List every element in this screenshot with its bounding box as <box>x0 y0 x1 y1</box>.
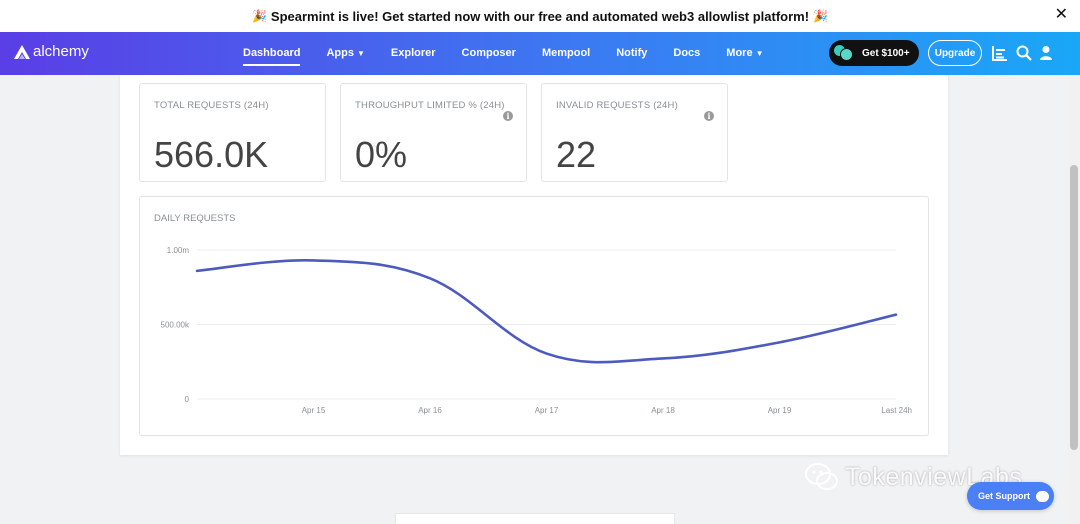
main-menu: Dashboard Apps ▼ Explorer Composer Mempoo… <box>230 32 777 75</box>
x-tick-label: Last 24h <box>881 406 912 415</box>
stat-value: 22 <box>556 134 597 175</box>
stat-value: 0% <box>355 134 408 175</box>
scrollbar[interactable] <box>1068 75 1080 524</box>
y-tick-label: 1.00m <box>167 246 190 255</box>
announcement-bar: 🎉 Spearmint is live! Get started now wit… <box>0 0 1080 32</box>
stat-value: 566.0K <box>154 134 269 175</box>
upgrade-button[interactable]: Upgrade <box>928 40 982 66</box>
party-popper-icon: 🎉 <box>813 9 829 23</box>
daily-requests-chart: DAILY REQUESTS 0 500.00k 1.00m Apr 15 Apr 16… <box>139 196 929 436</box>
y-tick-label: 500.00k <box>161 321 190 330</box>
logo-text: alchemy <box>33 43 89 60</box>
stat-label: THROUGHPUT LIMITED % (24H) <box>355 100 505 111</box>
x-tick-label: Apr 17 <box>535 406 559 415</box>
x-tick-label: Apr 15 <box>302 406 326 415</box>
line-chart: 0 500.00k 1.00m Apr 15 Apr 16 Apr 17 Apr 18 Apr… <box>161 246 912 415</box>
nav-item-dashboard[interactable]: Dashboard <box>243 32 301 75</box>
nav-item-composer[interactable]: Composer <box>461 47 516 59</box>
info-icon[interactable]: i <box>503 111 513 121</box>
x-tick-label: Apr 16 <box>418 406 442 415</box>
scrollbar-thumb[interactable] <box>1070 165 1078 450</box>
bottom-card <box>395 513 675 524</box>
nav-item-docs[interactable]: Docs <box>673 47 701 59</box>
stat-card-throughput-limited: THROUGHPUT LIMITED % (24H) i 0% <box>340 83 527 182</box>
y-tick-label: 0 <box>185 395 190 404</box>
close-announcement-button[interactable]: ✕ <box>1054 6 1068 23</box>
alchemy-logo[interactable]: alchemy <box>14 43 89 60</box>
caret-down-icon: ▼ <box>356 49 365 58</box>
get-credit-button[interactable]: Get $100+ <box>829 40 919 66</box>
chart-title: DAILY REQUESTS <box>154 213 236 224</box>
stat-label: INVALID REQUESTS (24H) <box>556 100 678 111</box>
info-icon[interactable]: i <box>704 111 714 121</box>
x-tick-label: Apr 18 <box>651 406 675 415</box>
nav-item-notify[interactable]: Notify <box>616 47 648 59</box>
series-line[interactable] <box>195 259 898 364</box>
chat-bubble-icon <box>1036 490 1049 502</box>
party-popper-icon: 🎉 <box>251 9 267 23</box>
stat-label: TOTAL REQUESTS (24H) <box>154 100 269 111</box>
alchemy-logo-icon <box>14 44 30 59</box>
coin-faces-icon <box>833 44 855 62</box>
nav-item-more[interactable]: More ▼ <box>726 47 764 59</box>
stat-card-invalid-requests: INVALID REQUESTS (24H) i 22 <box>541 83 728 182</box>
nav-item-explorer[interactable]: Explorer <box>390 47 436 59</box>
announcement-text[interactable]: Spearmint is live! Get started now with … <box>270 8 810 24</box>
dashboard-panel: TOTAL REQUESTS (24H) 566.0K THROUGHPUT L… <box>120 75 948 455</box>
search-icon[interactable] <box>1016 45 1032 61</box>
nav-item-apps[interactable]: Apps ▼ <box>326 47 365 59</box>
caret-down-icon: ▼ <box>755 49 764 58</box>
user-icon[interactable] <box>1038 45 1054 61</box>
get-support-button[interactable]: Get Support <box>967 482 1054 510</box>
nav-item-mempool[interactable]: Mempool <box>541 47 591 59</box>
x-tick-label: Apr 19 <box>768 406 792 415</box>
stat-card-total-requests: TOTAL REQUESTS (24H) 566.0K <box>139 83 326 182</box>
wechat-icon <box>805 463 838 490</box>
top-navigation: alchemy Dashboard Apps ▼ Explorer Compose… <box>0 32 1080 75</box>
stats-icon[interactable] <box>992 45 1008 61</box>
